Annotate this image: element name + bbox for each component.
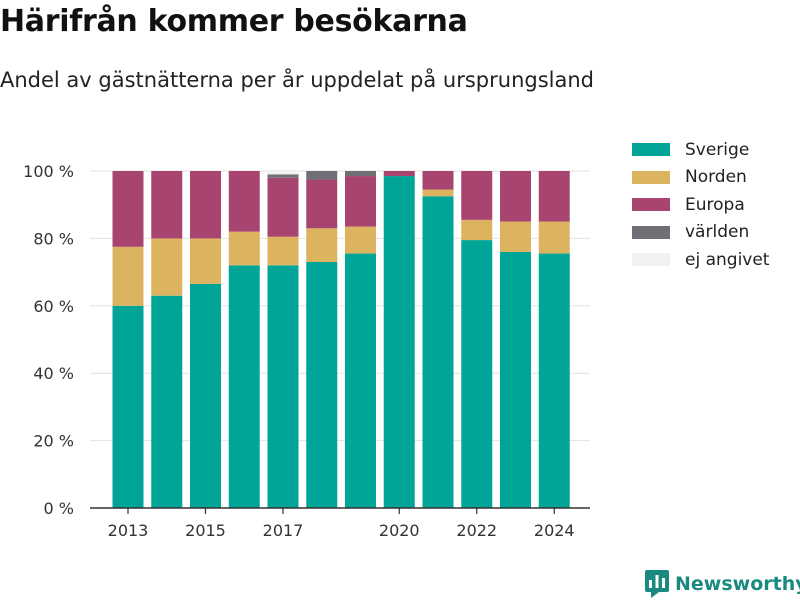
bar-segment [461, 171, 493, 220]
y-tick-label: 0 % [44, 499, 74, 518]
legend: Sverige Norden Europa världen ej angivet [632, 136, 769, 274]
y-tick-label: 20 % [33, 432, 74, 451]
legend-swatch [632, 170, 670, 184]
legend-label: Europa [685, 194, 745, 215]
bar-segment [538, 221, 570, 254]
bar-segment [500, 251, 531, 508]
x-tick-label: 2017 [263, 521, 304, 540]
bar-segment [500, 171, 531, 222]
x-tick-label: 2024 [534, 521, 575, 540]
y-tick-label: 60 % [33, 297, 74, 316]
bars [112, 171, 570, 508]
x-tick-label: 2013 [108, 521, 149, 540]
bar-segment [267, 265, 299, 508]
axes: 0 % 20 % 40 % 60 % 80 % 100 % 2013 2015 2017 2020… [23, 162, 590, 540]
newsworthy-logo-icon [645, 570, 669, 598]
bar-segment [112, 305, 144, 508]
bar-segment [267, 171, 299, 175]
bar-segment [151, 295, 183, 508]
bar-segment [151, 238, 183, 296]
bar-segment [345, 226, 376, 254]
bar-segment [228, 171, 260, 232]
legend-label: ej angivet [685, 249, 770, 270]
bar-segment [422, 189, 454, 197]
chart-title: Härifrån kommer besökarna [0, 4, 468, 39]
bar-segment [461, 240, 493, 508]
brand-logo: Newsworthy [645, 570, 800, 598]
bar-segment [306, 179, 338, 229]
bar-segment [267, 174, 299, 178]
bar-segment [112, 171, 144, 247]
y-tick-label: 40 % [33, 364, 74, 383]
bar-segment [383, 171, 415, 177]
bar-segment [306, 261, 338, 508]
bar-segment [228, 231, 260, 266]
bar-segment [306, 171, 338, 180]
y-tick-label: 80 % [33, 229, 74, 248]
bar-segment [345, 171, 376, 177]
legend-item: ej angivet [632, 246, 769, 274]
legend-label: Sverige [685, 139, 750, 160]
bar-segment [267, 236, 299, 266]
legend-swatch [632, 253, 670, 267]
bar-segment [461, 219, 493, 241]
x-tick-label: 2022 [456, 521, 497, 540]
bar-segment [422, 196, 454, 508]
y-tick-label: 100 % [23, 162, 74, 181]
legend-label: världen [685, 222, 750, 243]
bar-segment [345, 176, 376, 227]
bar-segment [228, 265, 260, 508]
legend-item: Sverige [632, 136, 769, 164]
x-tick-label: 2020 [379, 521, 420, 540]
bar-segment [306, 228, 338, 262]
bar-segment [345, 253, 376, 508]
legend-swatch [632, 225, 670, 239]
bar-segment [190, 283, 221, 508]
legend-label: Norden [685, 167, 747, 188]
bar-segment [190, 238, 221, 284]
x-tick-label: 2015 [185, 521, 226, 540]
legend-swatch [632, 143, 670, 157]
bar-segment [500, 221, 531, 252]
legend-item: Norden [632, 164, 769, 192]
bar-segment [538, 171, 570, 222]
legend-item: Europa [632, 191, 769, 219]
bar-segment [190, 171, 221, 239]
legend-item: världen [632, 219, 769, 247]
bar-segment [151, 171, 183, 239]
bar-segment [112, 246, 144, 306]
bar-segment [267, 177, 299, 237]
bar-segment [422, 171, 454, 190]
bar-segment [383, 176, 415, 508]
bar-segment [538, 253, 570, 508]
brand-name: Newsworthy [675, 573, 800, 595]
legend-swatch [632, 198, 670, 212]
chart-subtitle: Andel av gästnätterna per år uppdelat på… [0, 68, 594, 92]
